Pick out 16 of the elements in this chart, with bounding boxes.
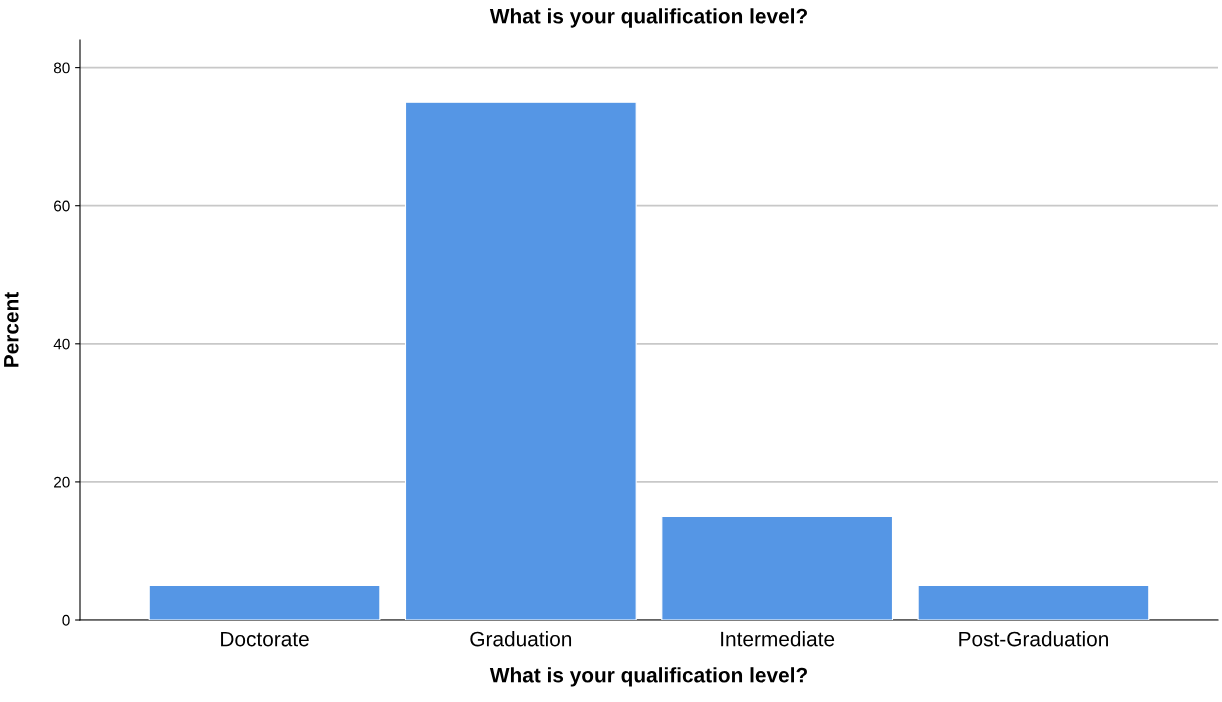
bar xyxy=(148,584,381,620)
y-tick-label: 60 xyxy=(54,200,70,212)
y-tick-label: 40 xyxy=(53,338,70,350)
y-tick-label: 80 xyxy=(53,62,70,74)
bar xyxy=(917,584,1150,620)
x-axis-title: What is your qualification level? xyxy=(489,667,807,687)
y-axis-title: Percent xyxy=(4,292,19,367)
chart-title: What is your qualification level? xyxy=(489,8,807,28)
bar xyxy=(661,515,894,620)
x-tick-label: Doctorate xyxy=(221,631,309,647)
x-tick-label: Intermediate xyxy=(721,631,835,647)
x-tick-label: Graduation xyxy=(470,631,572,647)
x-tick-label: Post-Graduation xyxy=(959,631,1108,647)
y-tick-label: 0 xyxy=(62,614,70,626)
y-tick-label: 20 xyxy=(54,476,70,488)
bar xyxy=(404,101,637,620)
